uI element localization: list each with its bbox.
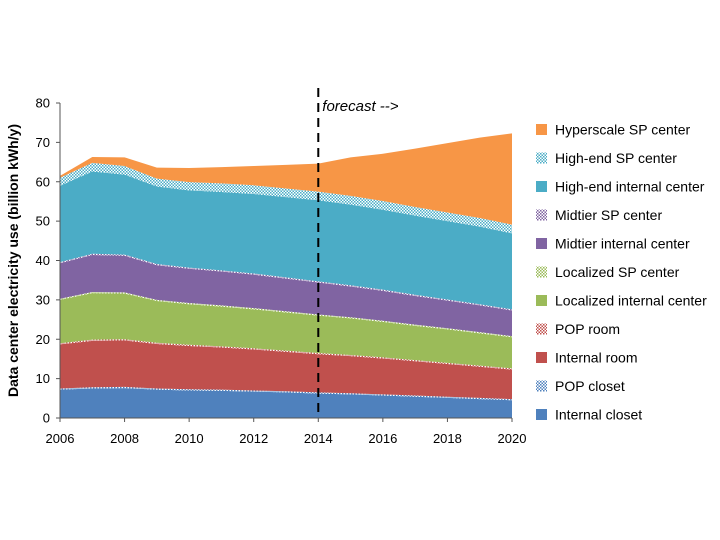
area-pop-closet	[60, 386, 512, 401]
y-tick-label: 80	[36, 96, 50, 111]
x-tick-label: 2018	[433, 431, 462, 446]
legend-swatch	[536, 266, 547, 278]
area-midtier-internal-center	[60, 254, 512, 337]
x-tick-label: 2006	[46, 431, 75, 446]
axes: 0 10 20 30 40 50 60 70 80 2006 2008 2010 2012 2014 201…	[5, 96, 526, 447]
area-series-layer	[60, 133, 512, 418]
legend-swatch	[536, 352, 547, 363]
legend-item-pop-closet: POP closet	[536, 378, 625, 394]
legend-label: POP closet	[555, 378, 625, 394]
legend-label: POP room	[555, 321, 620, 337]
legend-swatch	[536, 409, 547, 420]
legend-item-midtier-sp-center: Midtier SP center	[536, 207, 662, 223]
x-tick-label: 2010	[175, 431, 204, 446]
y-tick-label: 40	[36, 253, 50, 268]
area-hyperscale-sp-center	[60, 133, 512, 225]
legend-label: Internal room	[555, 350, 637, 366]
legend-swatch	[536, 124, 547, 135]
legend-item-midtier-internal-center: Midtier internal center	[536, 236, 690, 252]
legend-swatch	[536, 295, 547, 306]
legend-swatch	[536, 152, 547, 164]
y-tick-label: 10	[36, 371, 50, 386]
legend-item-pop-room: POP room	[536, 321, 620, 337]
legend-item-high-end-sp-center: High-end SP center	[536, 150, 677, 166]
legend-swatch	[536, 209, 547, 221]
y-tick-label: 0	[43, 411, 50, 426]
y-tick-label: 30	[36, 292, 50, 307]
legend-swatch	[536, 181, 547, 192]
legend-item-localized-sp-center: Localized SP center	[536, 264, 680, 280]
x-tick-label: 2016	[368, 431, 397, 446]
legend-label: Midtier SP center	[555, 207, 662, 223]
area-internal-room	[60, 340, 512, 400]
legend-label: Internal closet	[555, 407, 642, 423]
legend: Hyperscale SP center High-end SP center Hi…	[536, 122, 707, 423]
legend-label: Localized SP center	[555, 264, 680, 280]
legend-label: Midtier internal center	[555, 236, 690, 252]
legend-label: Hyperscale SP center	[555, 122, 690, 138]
legend-item-localized-internal-center: Localized internal center	[536, 293, 707, 309]
area-internal-closet	[60, 388, 512, 418]
x-tick-label: 2012	[239, 431, 268, 446]
legend-item-internal-room: Internal room	[536, 350, 637, 366]
y-tick-label: 60	[36, 174, 50, 189]
legend-swatch	[536, 323, 547, 335]
x-tick-label: 2008	[110, 431, 139, 446]
area-high-end-internal-center	[60, 171, 512, 310]
x-tick-label: 2020	[498, 431, 527, 446]
y-axis-title: Data center electricity use (billion kWh…	[5, 124, 21, 397]
legend-item-high-end-internal-center: High-end internal center	[536, 179, 705, 195]
legend-item-hyperscale-sp-center: Hyperscale SP center	[536, 122, 690, 138]
legend-label: High-end SP center	[555, 150, 677, 166]
area-high-end-sp-center	[60, 162, 512, 234]
legend-swatch	[536, 380, 547, 392]
legend-item-internal-closet: Internal closet	[536, 407, 642, 423]
y-tick-label: 70	[36, 135, 50, 150]
area-localized-internal-center	[60, 293, 512, 369]
x-tick-label: 2014	[304, 431, 333, 446]
legend-label: High-end internal center	[555, 179, 705, 195]
legend-label: Localized internal center	[555, 293, 707, 309]
annotations-layer: forecast -->	[317, 88, 399, 418]
forecast-annotation: forecast -->	[322, 98, 399, 115]
legend-swatch	[536, 238, 547, 249]
y-tick-label: 20	[36, 332, 50, 347]
y-tick-label: 50	[36, 214, 50, 229]
